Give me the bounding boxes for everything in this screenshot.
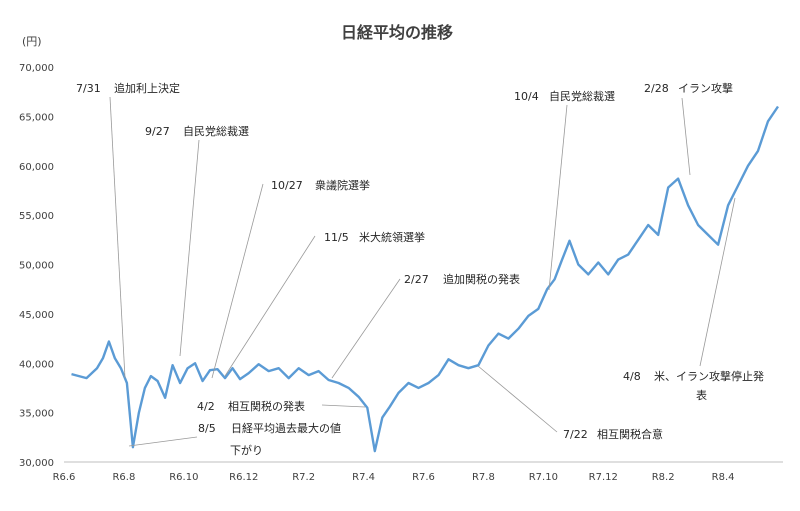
annotation-date: 11/5 xyxy=(324,231,349,244)
annotation-leader-line xyxy=(109,96,126,379)
annotation-date: 2/27 xyxy=(404,273,429,286)
annotation-leader-line xyxy=(331,278,401,379)
x-tick-label: R6.6 xyxy=(53,472,76,483)
annotation-leader-line xyxy=(681,97,691,176)
annotation-date: 7/22 xyxy=(563,428,588,441)
annotation-text: イラン攻撃 xyxy=(678,81,733,95)
annotation-leader-line xyxy=(699,197,736,367)
annotation-date: 2/28 xyxy=(644,82,669,95)
annotation-text: 自民党総裁選 xyxy=(183,124,249,138)
annotation-date: 10/27 xyxy=(271,179,303,192)
annotation-leader-line xyxy=(224,235,316,377)
annotation-date: 4/2 xyxy=(197,400,215,413)
annotation-leader-line xyxy=(179,139,200,357)
y-axis-ticks: 30,000 35,000 40,000 45,000 50,000 55,000 60,0… xyxy=(19,63,54,469)
annotation-date: 8/5 xyxy=(198,422,216,435)
annotation-text: 自民党総裁選 xyxy=(549,89,615,103)
y-unit-label: (円) xyxy=(22,35,42,48)
x-tick-label: R6.8 xyxy=(112,472,135,483)
x-tick-label: R8.4 xyxy=(712,472,735,483)
y-tick-label: 35,000 xyxy=(19,409,54,420)
x-tick-label: R7.4 xyxy=(352,472,375,483)
annotation-text-continued: 表 xyxy=(696,388,707,402)
annotation-text: 追加関税の発表 xyxy=(443,272,520,286)
y-tick-label: 40,000 xyxy=(19,359,54,370)
x-tick-label: R8.2 xyxy=(652,472,675,483)
annotation-leader-line xyxy=(211,183,264,379)
x-tick-label: R7.12 xyxy=(589,472,618,483)
x-tick-label: R7.10 xyxy=(529,472,558,483)
annotation-leader-line xyxy=(548,104,568,291)
annotation-text: 米大統領選挙 xyxy=(359,230,425,244)
x-tick-label: R6.12 xyxy=(229,472,258,483)
annotation-text: 相互関税の発表 xyxy=(228,399,305,413)
series-line xyxy=(71,105,779,453)
annotation-leader-line xyxy=(321,404,366,408)
annotation-leader-line xyxy=(128,436,198,447)
x-tick-label: R7.8 xyxy=(472,472,495,483)
y-tick-label: 55,000 xyxy=(19,211,54,222)
chart-title: 日経平均の推移 xyxy=(341,23,453,42)
annotation-text: 日経平均過去最大の値 xyxy=(231,421,341,435)
y-tick-label: 50,000 xyxy=(19,261,54,272)
annotation-text: 衆議院選挙 xyxy=(315,178,370,192)
annotation-text: 米、イラン攻撃停止発 xyxy=(654,369,764,383)
x-tick-label: R7.2 xyxy=(292,472,315,483)
annotation-date: 7/31 xyxy=(76,82,101,95)
annotation-date: 4/8 xyxy=(623,370,641,383)
x-tick-label: R6.10 xyxy=(169,472,198,483)
y-tick-label: 70,000 xyxy=(19,63,54,74)
annotation-text: 相互関税合意 xyxy=(597,427,663,441)
annotation-leader-line xyxy=(477,365,558,433)
annotation-text-continued: 下がり xyxy=(230,443,263,457)
y-tick-label: 30,000 xyxy=(19,458,54,469)
y-tick-label: 45,000 xyxy=(19,310,54,321)
y-tick-label: 65,000 xyxy=(19,112,54,123)
x-axis-ticks: R6.6 R6.8 R6.10 R6.12 R7.2 R7.4 R7.6 R7.8 R7.10 R… xyxy=(53,472,735,483)
annotation-date: 9/27 xyxy=(145,125,170,138)
x-tick-label: R7.6 xyxy=(412,472,435,483)
annotation-text: 追加利上決定 xyxy=(114,81,180,95)
annotation-date: 10/4 xyxy=(514,90,539,103)
y-tick-label: 60,000 xyxy=(19,162,54,173)
